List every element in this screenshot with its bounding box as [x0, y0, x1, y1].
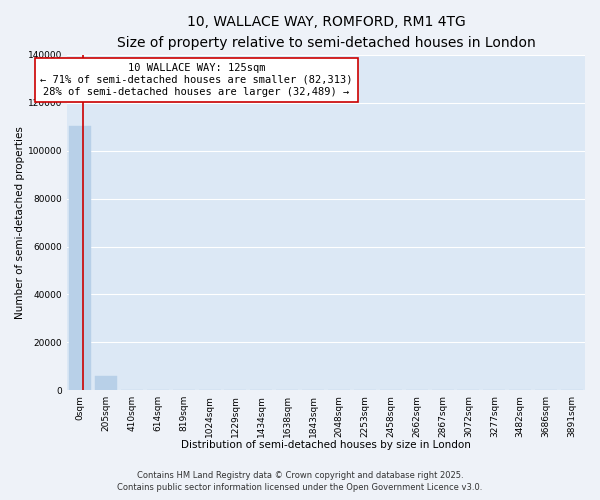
Text: 10 WALLACE WAY: 125sqm
← 71% of semi-detached houses are smaller (82,313)
28% of: 10 WALLACE WAY: 125sqm ← 71% of semi-det… — [40, 64, 353, 96]
Bar — [69, 126, 91, 390]
Title: 10, WALLACE WAY, ROMFORD, RM1 4TG
Size of property relative to semi-detached hou: 10, WALLACE WAY, ROMFORD, RM1 4TG Size o… — [116, 15, 535, 50]
Text: Contains HM Land Registry data © Crown copyright and database right 2025.
Contai: Contains HM Land Registry data © Crown c… — [118, 471, 482, 492]
X-axis label: Distribution of semi-detached houses by size in London: Distribution of semi-detached houses by … — [181, 440, 471, 450]
Bar — [95, 376, 117, 390]
Y-axis label: Number of semi-detached properties: Number of semi-detached properties — [15, 126, 25, 319]
